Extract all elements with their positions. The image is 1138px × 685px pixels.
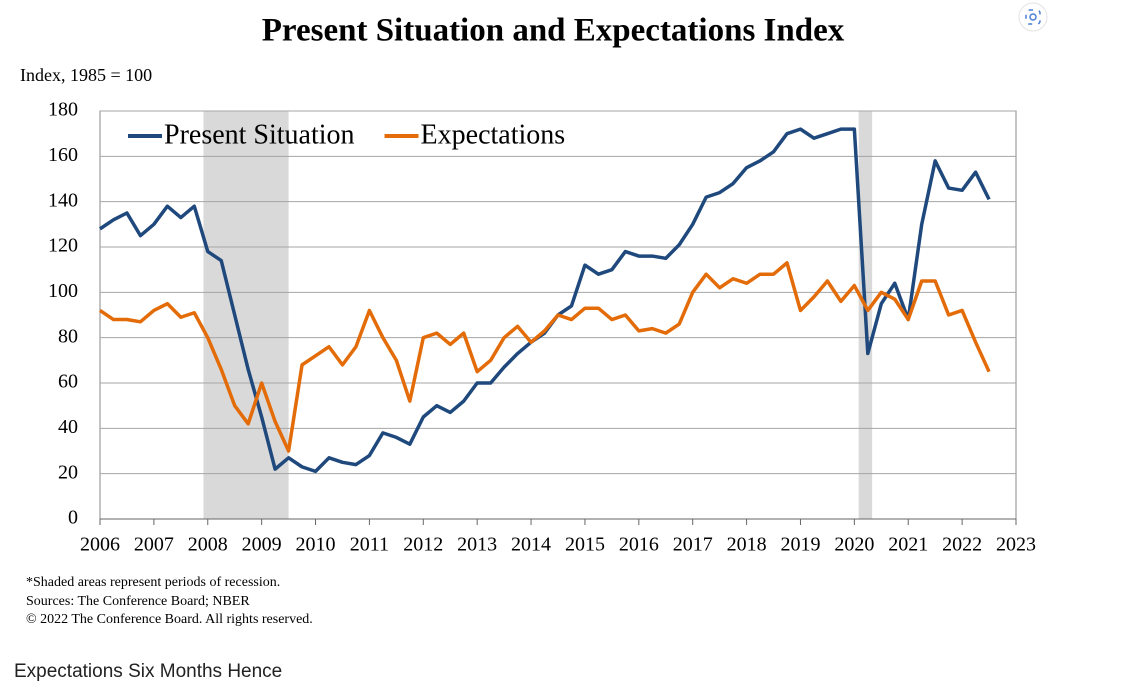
y-tick-label: 100 (48, 280, 78, 302)
x-tick-label: 2019 (780, 534, 820, 556)
y-tick-label: 80 (58, 325, 78, 347)
x-tick-label: 2009 (242, 534, 282, 556)
x-tick-label: 2008 (188, 534, 228, 556)
y-tick-label: 0 (68, 507, 78, 529)
y-tick-label: 60 (58, 371, 78, 393)
recession-shade (203, 111, 289, 519)
note: © 2022 The Conference Board. All rights … (26, 612, 313, 627)
x-tick-label: 2021 (888, 534, 928, 556)
chart-title: Present Situation and Expectations Index (262, 13, 845, 49)
legend-label: Present Situation (164, 119, 355, 150)
y-tick-label: 160 (48, 144, 78, 166)
y-tick-label: 140 (48, 189, 78, 211)
x-tick-label: 2013 (457, 534, 497, 556)
x-tick-label: 2018 (727, 534, 767, 556)
note: *Shaded areas represent periods of reces… (26, 575, 280, 590)
x-tick-label: 2023 (996, 534, 1036, 556)
note: Sources: The Conference Board; NBER (26, 594, 250, 609)
x-tick-label: 2015 (565, 534, 605, 556)
x-tick-label: 2012 (403, 534, 443, 556)
scan-icon[interactable] (1018, 2, 1048, 32)
x-tick-label: 2016 (619, 534, 659, 556)
series-line (99, 261, 991, 453)
x-tick-label: 2007 (134, 534, 174, 556)
x-tick-label: 2022 (942, 534, 982, 556)
footer-heading: Expectations Six Months Hence (14, 661, 282, 682)
y-tick-label: 20 (58, 461, 78, 483)
legend-label: Expectations (421, 119, 566, 150)
x-tick-label: 2014 (511, 534, 551, 556)
x-tick-label: 2020 (834, 534, 874, 556)
y-tick-label: 40 (58, 416, 78, 438)
y-axis-label: Index, 1985 = 100 (20, 65, 152, 85)
x-tick-label: 2017 (673, 534, 713, 556)
x-tick-label: 2010 (296, 534, 336, 556)
x-tick-label: 2006 (80, 534, 120, 556)
x-tick-label: 2011 (350, 534, 389, 556)
y-tick-label: 120 (48, 235, 78, 257)
y-tick-label: 180 (48, 99, 78, 121)
